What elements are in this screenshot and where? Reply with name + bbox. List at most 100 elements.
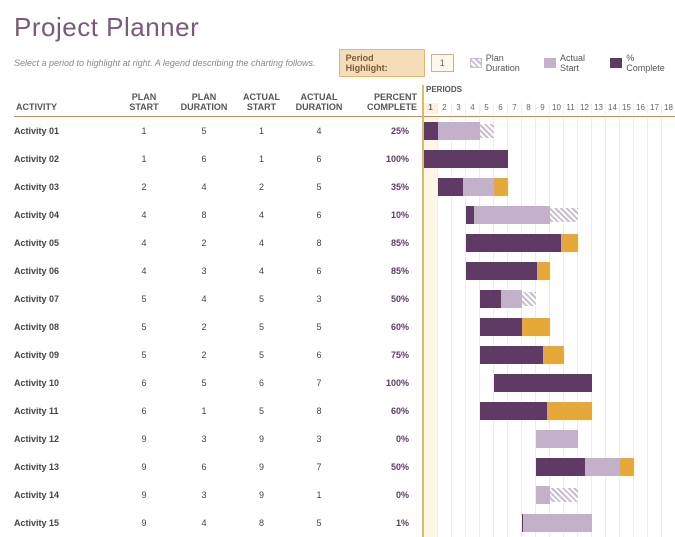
cell-plan-start[interactable]: 2	[114, 182, 174, 192]
cell-plan-start[interactable]: 4	[114, 238, 174, 248]
cell-actual-duration[interactable]: 1	[289, 490, 349, 500]
complete-bar	[522, 514, 523, 532]
cell-actual-start[interactable]: 5	[234, 350, 289, 360]
period-number[interactable]: 1	[424, 103, 438, 114]
cell-plan-duration[interactable]: 3	[174, 490, 234, 500]
cell-actual-start[interactable]: 2	[234, 182, 289, 192]
period-number[interactable]: 11	[564, 103, 578, 114]
cell-activity: Activity 10	[14, 378, 114, 388]
cell-actual-start[interactable]: 6	[234, 378, 289, 388]
period-number[interactable]: 6	[494, 103, 508, 114]
cell-actual-start[interactable]: 9	[234, 434, 289, 444]
period-number[interactable]: 13	[592, 103, 606, 114]
cell-percent-complete[interactable]: 25%	[349, 126, 419, 136]
cell-actual-start[interactable]: 1	[234, 126, 289, 136]
cell-actual-start[interactable]: 5	[234, 322, 289, 332]
cell-plan-duration[interactable]: 2	[174, 322, 234, 332]
cell-percent-complete[interactable]: 0%	[349, 490, 419, 500]
cell-plan-start[interactable]: 9	[114, 434, 174, 444]
period-number[interactable]: 12	[578, 103, 592, 114]
cell-plan-duration[interactable]: 3	[174, 266, 234, 276]
cell-actual-start[interactable]: 4	[234, 266, 289, 276]
cell-percent-complete[interactable]: 35%	[349, 182, 419, 192]
cell-actual-start[interactable]: 9	[234, 462, 289, 472]
cell-plan-duration[interactable]: 2	[174, 350, 234, 360]
cell-actual-duration[interactable]: 5	[289, 322, 349, 332]
period-number[interactable]: 2	[438, 103, 452, 114]
cell-actual-duration[interactable]: 3	[289, 294, 349, 304]
header-plan-start: PLAN START	[114, 92, 174, 112]
instruction-text: Select a period to highlight at right. A…	[14, 58, 333, 68]
cell-plan-duration[interactable]: 5	[174, 378, 234, 388]
table-row: Activity 09525675%	[14, 341, 422, 369]
cell-plan-start[interactable]: 9	[114, 462, 174, 472]
cell-plan-duration[interactable]: 4	[174, 294, 234, 304]
cell-actual-start[interactable]: 4	[234, 210, 289, 220]
cell-plan-duration[interactable]: 6	[174, 462, 234, 472]
complete-bar	[466, 206, 474, 224]
cell-actual-duration[interactable]: 4	[289, 126, 349, 136]
cell-percent-complete[interactable]: 10%	[349, 210, 419, 220]
cell-plan-duration[interactable]: 5	[174, 126, 234, 136]
cell-actual-start[interactable]: 1	[234, 154, 289, 164]
cell-actual-duration[interactable]: 7	[289, 378, 349, 388]
cell-actual-start[interactable]: 5	[234, 406, 289, 416]
cell-plan-start[interactable]: 9	[114, 490, 174, 500]
cell-percent-complete[interactable]: 100%	[349, 154, 419, 164]
cell-actual-duration[interactable]: 6	[289, 154, 349, 164]
cell-plan-start[interactable]: 5	[114, 350, 174, 360]
period-number[interactable]: 16	[634, 103, 648, 114]
period-number[interactable]: 15	[620, 103, 634, 114]
cell-percent-complete[interactable]: 85%	[349, 266, 419, 276]
cell-plan-duration[interactable]: 1	[174, 406, 234, 416]
cell-plan-start[interactable]: 4	[114, 266, 174, 276]
page-title: Project Planner	[14, 12, 675, 43]
cell-actual-duration[interactable]: 6	[289, 350, 349, 360]
cell-actual-duration[interactable]: 5	[289, 182, 349, 192]
cell-actual-start[interactable]: 5	[234, 294, 289, 304]
cell-plan-start[interactable]: 5	[114, 294, 174, 304]
cell-percent-complete[interactable]: 50%	[349, 294, 419, 304]
cell-plan-start[interactable]: 6	[114, 406, 174, 416]
cell-plan-duration[interactable]: 6	[174, 154, 234, 164]
legend-plan-label: Plan Duration	[486, 53, 540, 73]
cell-actual-duration[interactable]: 6	[289, 266, 349, 276]
cell-percent-complete[interactable]: 100%	[349, 378, 419, 388]
cell-actual-start[interactable]: 4	[234, 238, 289, 248]
cell-plan-duration[interactable]: 2	[174, 238, 234, 248]
period-number[interactable]: 5	[480, 103, 494, 114]
cell-plan-duration[interactable]: 4	[174, 182, 234, 192]
cell-percent-complete[interactable]: 60%	[349, 406, 419, 416]
cell-actual-duration[interactable]: 7	[289, 462, 349, 472]
period-number[interactable]: 7	[508, 103, 522, 114]
period-number[interactable]: 9	[536, 103, 550, 114]
cell-percent-complete[interactable]: 75%	[349, 350, 419, 360]
cell-percent-complete[interactable]: 85%	[349, 238, 419, 248]
cell-percent-complete[interactable]: 60%	[349, 322, 419, 332]
cell-actual-duration[interactable]: 3	[289, 434, 349, 444]
cell-plan-start[interactable]: 5	[114, 322, 174, 332]
period-highlight-input[interactable]: 1	[431, 54, 454, 72]
period-number[interactable]: 3	[452, 103, 466, 114]
period-number[interactable]: 8	[522, 103, 536, 114]
header-percent-complete: PERCENT COMPLETE	[349, 92, 419, 112]
period-number[interactable]: 4	[466, 103, 480, 114]
gantt-row	[424, 425, 675, 453]
cell-plan-start[interactable]: 4	[114, 210, 174, 220]
table-row: Activity 11615860%	[14, 397, 422, 425]
cell-actual-duration[interactable]: 8	[289, 238, 349, 248]
cell-actual-start[interactable]: 9	[234, 490, 289, 500]
period-number[interactable]: 18	[662, 103, 675, 114]
period-number[interactable]: 10	[550, 103, 564, 114]
period-number[interactable]: 17	[648, 103, 662, 114]
cell-percent-complete[interactable]: 50%	[349, 462, 419, 472]
period-number[interactable]: 14	[606, 103, 620, 114]
cell-plan-start[interactable]: 6	[114, 378, 174, 388]
cell-plan-duration[interactable]: 8	[174, 210, 234, 220]
cell-plan-duration[interactable]: 3	[174, 434, 234, 444]
cell-plan-start[interactable]: 1	[114, 154, 174, 164]
cell-plan-start[interactable]: 1	[114, 126, 174, 136]
cell-actual-duration[interactable]: 6	[289, 210, 349, 220]
cell-actual-duration[interactable]: 8	[289, 406, 349, 416]
cell-percent-complete[interactable]: 0%	[349, 434, 419, 444]
